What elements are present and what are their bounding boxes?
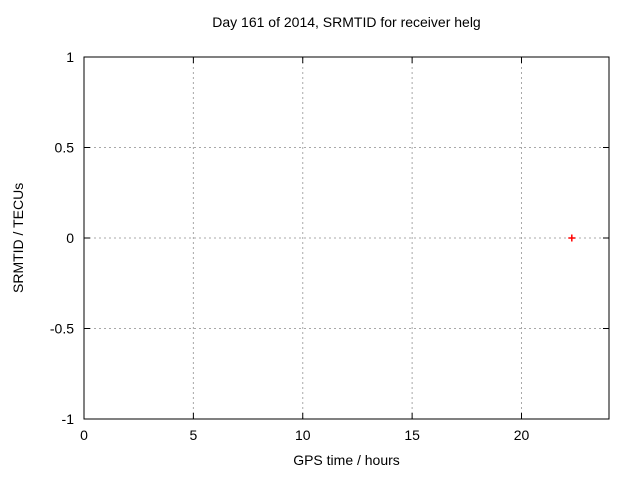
y-tick-label: 0 [66, 230, 74, 246]
y-tick-label: -0.5 [50, 321, 74, 337]
x-tick-label: 15 [404, 427, 420, 443]
x-tick-label: 0 [80, 427, 88, 443]
plot-border [83, 56, 610, 420]
y-tick-label: 1 [66, 49, 74, 65]
x-axis-label: GPS time / hours [293, 452, 400, 468]
chart-title: Day 161 of 2014, SRMTID for receiver hel… [212, 14, 481, 30]
y-tick-label: -1 [62, 411, 75, 427]
x-tick-label: 10 [295, 427, 311, 443]
x-tick-label: 20 [514, 427, 530, 443]
x-tick-label: 5 [189, 427, 197, 443]
y-tick-label: 0.5 [55, 140, 75, 156]
